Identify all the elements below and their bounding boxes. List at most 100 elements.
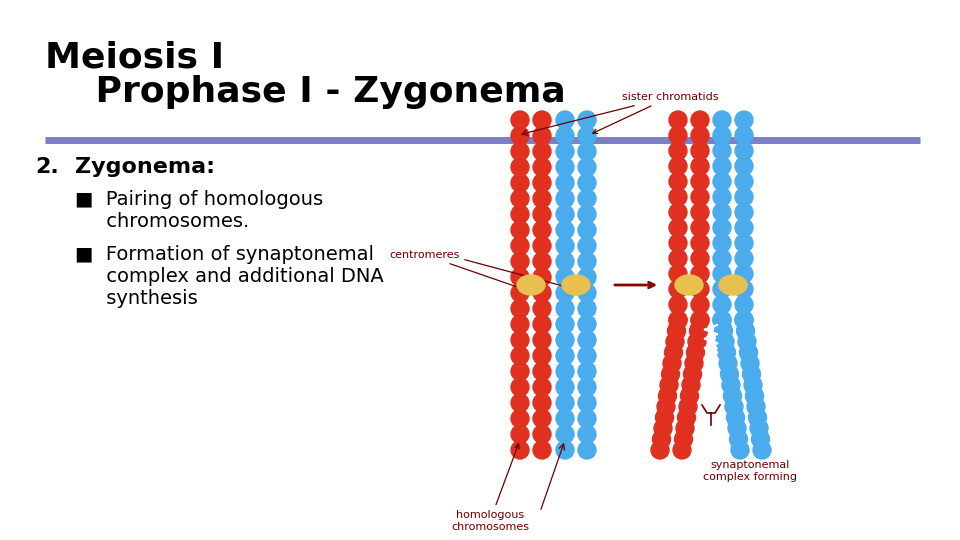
Circle shape	[578, 190, 596, 207]
Circle shape	[691, 203, 709, 221]
Circle shape	[511, 362, 529, 380]
Circle shape	[533, 300, 551, 318]
Text: synthesis: synthesis	[75, 289, 198, 308]
Circle shape	[578, 111, 596, 129]
Circle shape	[731, 441, 749, 459]
Circle shape	[713, 295, 731, 314]
Circle shape	[556, 190, 574, 207]
Circle shape	[578, 127, 596, 145]
Circle shape	[533, 143, 551, 160]
Circle shape	[691, 188, 709, 206]
Circle shape	[511, 111, 529, 129]
Text: complex and additional DNA: complex and additional DNA	[75, 267, 384, 286]
Circle shape	[735, 126, 753, 144]
Circle shape	[716, 333, 734, 350]
Circle shape	[533, 127, 551, 145]
Circle shape	[691, 280, 709, 298]
Circle shape	[556, 252, 574, 271]
Circle shape	[713, 219, 731, 237]
Circle shape	[685, 354, 703, 373]
Text: homologous
chromosomes: homologous chromosomes	[451, 444, 529, 531]
Circle shape	[738, 333, 756, 350]
Circle shape	[735, 188, 753, 206]
Circle shape	[688, 333, 706, 350]
Circle shape	[578, 362, 596, 380]
Circle shape	[724, 387, 741, 405]
Text: ■  Pairing of homologous: ■ Pairing of homologous	[75, 190, 324, 209]
Circle shape	[578, 268, 596, 286]
Ellipse shape	[517, 275, 545, 295]
Circle shape	[511, 441, 529, 459]
Circle shape	[556, 426, 574, 443]
Circle shape	[735, 280, 753, 298]
Circle shape	[654, 420, 672, 437]
Circle shape	[578, 205, 596, 223]
Circle shape	[533, 347, 551, 364]
Circle shape	[713, 173, 731, 191]
Circle shape	[533, 331, 551, 349]
Circle shape	[511, 252, 529, 271]
Circle shape	[681, 387, 699, 405]
Circle shape	[556, 205, 574, 223]
Circle shape	[533, 205, 551, 223]
Circle shape	[713, 311, 731, 329]
Text: Zygonema:: Zygonema:	[75, 157, 215, 177]
Text: 2.: 2.	[35, 157, 59, 177]
Circle shape	[511, 300, 529, 318]
Circle shape	[678, 408, 695, 427]
Circle shape	[533, 315, 551, 333]
Circle shape	[684, 365, 702, 383]
Circle shape	[727, 408, 745, 427]
Circle shape	[735, 173, 753, 191]
Circle shape	[659, 387, 677, 405]
Circle shape	[691, 265, 709, 283]
Circle shape	[669, 311, 687, 329]
Circle shape	[713, 188, 731, 206]
Circle shape	[713, 265, 731, 283]
Circle shape	[578, 300, 596, 318]
Circle shape	[669, 249, 687, 267]
Ellipse shape	[719, 275, 747, 295]
Circle shape	[666, 333, 684, 350]
Circle shape	[578, 394, 596, 412]
Circle shape	[556, 111, 574, 129]
Circle shape	[752, 430, 770, 448]
Circle shape	[713, 126, 731, 144]
Circle shape	[578, 284, 596, 302]
Circle shape	[717, 343, 735, 361]
Circle shape	[556, 409, 574, 428]
Circle shape	[669, 280, 687, 298]
Circle shape	[533, 111, 551, 129]
Circle shape	[533, 221, 551, 239]
Circle shape	[661, 365, 680, 383]
Circle shape	[556, 315, 574, 333]
Circle shape	[533, 284, 551, 302]
Circle shape	[675, 430, 692, 448]
Circle shape	[511, 174, 529, 192]
Circle shape	[556, 221, 574, 239]
Circle shape	[511, 127, 529, 145]
Circle shape	[735, 219, 753, 237]
Circle shape	[663, 354, 681, 373]
Circle shape	[728, 420, 746, 437]
Circle shape	[669, 157, 687, 175]
Text: sister chromatids: sister chromatids	[592, 92, 718, 133]
Circle shape	[511, 347, 529, 364]
Circle shape	[722, 376, 740, 394]
Circle shape	[679, 397, 697, 416]
Circle shape	[511, 268, 529, 286]
Circle shape	[673, 441, 691, 459]
Circle shape	[533, 426, 551, 443]
Circle shape	[753, 441, 771, 459]
Circle shape	[750, 420, 768, 437]
Circle shape	[556, 174, 574, 192]
Circle shape	[676, 420, 694, 437]
Circle shape	[653, 430, 670, 448]
Circle shape	[578, 331, 596, 349]
Circle shape	[533, 441, 551, 459]
Circle shape	[713, 203, 731, 221]
Circle shape	[669, 219, 687, 237]
Circle shape	[713, 142, 731, 160]
Circle shape	[556, 158, 574, 176]
Circle shape	[511, 426, 529, 443]
